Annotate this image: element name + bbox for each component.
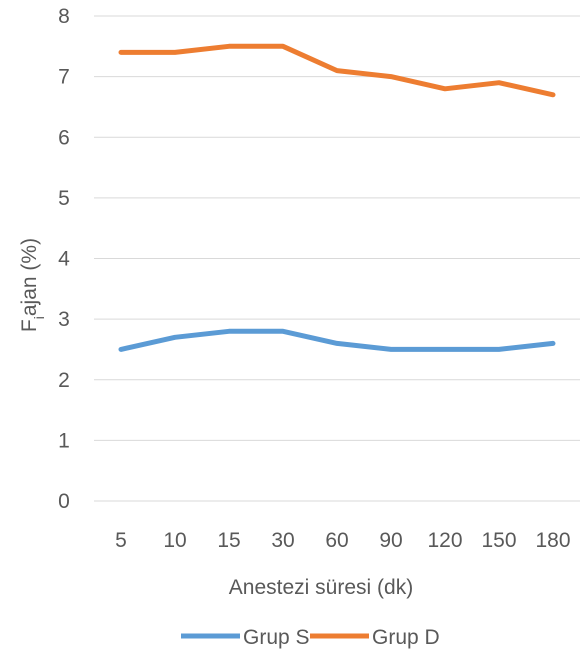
x-tick-label: 60 [325,529,348,552]
legend: Grup S Grup D [181,626,440,649]
x-tick-label: 180 [535,529,570,552]
x-tick-label: 5 [115,529,127,552]
y-tick-label: 0 [58,490,70,513]
legend-label-grup-d: Grup D [372,626,440,649]
x-tick-label: 150 [481,529,516,552]
y-axis-title: Fiajan (%) [18,238,47,332]
y-tick-label: 1 [58,429,70,452]
gridlines [94,15,580,502]
legend-label-grup-s: Grup S [243,626,310,649]
x-tick-label: 30 [271,529,294,552]
series-lines [118,43,556,352]
x-tick-label: 15 [217,529,240,552]
y-tick-label: 4 [58,248,70,271]
y-tick-label: 7 [58,66,70,89]
x-tick-label: 90 [379,529,402,552]
series-line-grup-s [118,328,556,352]
x-axis-title: Anestezi süresi (dk) [229,576,413,599]
y-tick-labels: 0 1 2 3 4 5 6 7 8 [58,5,70,513]
x-tick-label: 10 [163,529,186,552]
y-tick-label: 3 [58,308,70,331]
y-tick-label: 8 [58,5,70,28]
series-line-grup-d [118,43,556,98]
y-tick-label: 2 [58,369,70,392]
y-tick-label: 5 [58,187,70,210]
x-tick-label: 120 [427,529,462,552]
y-tick-label: 6 [58,126,70,149]
x-tick-labels: 5 10 15 30 60 90 120 150 180 [115,529,570,552]
